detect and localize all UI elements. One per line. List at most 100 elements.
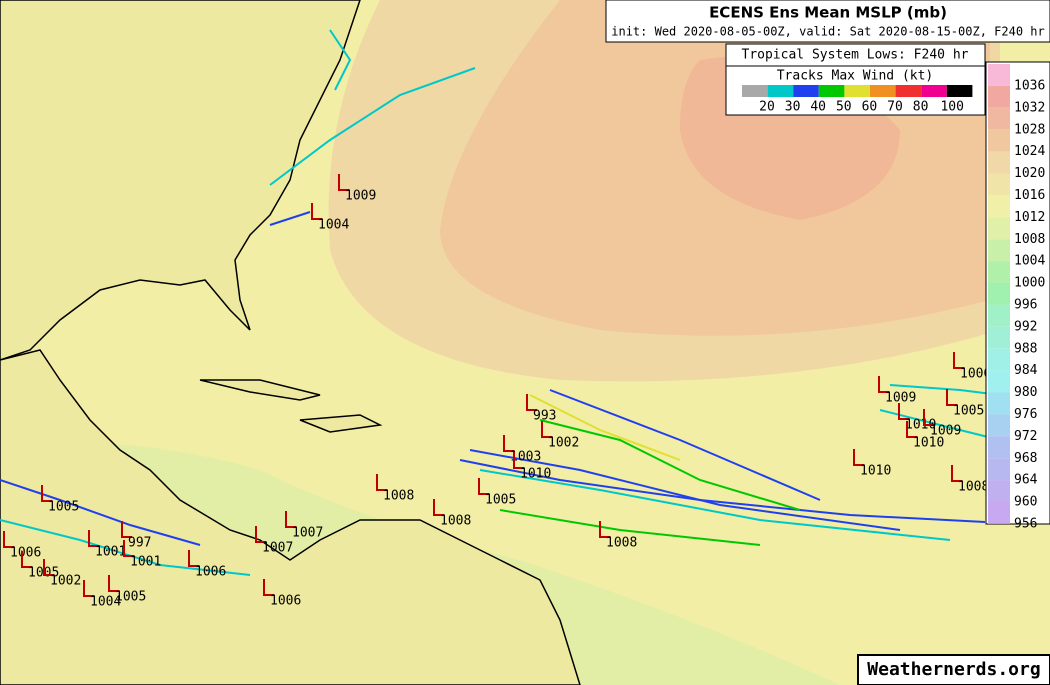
low-marker [83,580,94,597]
low-marker [853,449,864,466]
colorbar-label: 1004 [1014,254,1045,269]
low-marker [513,452,524,469]
low-marker [41,485,52,502]
low-marker [878,376,889,393]
watermark: Weathernerds.org [867,659,1040,680]
colorbar-cell [988,304,1010,327]
colorbar-label: 1016 [1014,188,1045,203]
low-marker [3,531,14,548]
tracks [0,29,1001,576]
colorbar-label: 968 [1014,451,1037,466]
colorbar-cell [988,239,1010,262]
low-label: 993 [533,409,556,424]
low-marker [338,174,349,191]
low-label: 1010 [520,467,551,482]
subtitle: init: Wed 2020-08-05-00Z, valid: Sat 202… [611,25,1044,39]
colorbar-cell [988,370,1010,393]
track [0,479,201,546]
low-marker [906,421,917,438]
colorbar-label: 1036 [1014,79,1045,94]
low-label: 1002 [548,436,579,451]
low-marker [599,521,610,538]
low-label: 1008 [606,536,637,551]
wind-label: 100 [940,100,963,115]
low-label: 1001 [95,545,126,560]
low-label: 1008 [440,514,471,529]
colorbar-label: 972 [1014,429,1037,444]
colorbar-cell [988,195,1010,218]
low-marker [923,409,934,426]
colorbar-label: 1028 [1014,122,1045,137]
low-marker [188,550,199,567]
track [549,389,821,501]
colorbar-cell [988,151,1010,174]
colorbar-label: 1000 [1014,276,1045,291]
north-america [0,0,361,361]
low-label: 1005 [953,404,984,419]
wind-swatch [818,85,845,97]
low-label: 1007 [262,541,293,556]
low-label: 1009 [345,189,376,204]
wind-label: 30 [785,100,801,115]
low-marker [43,559,54,576]
wind-swatch [946,85,973,97]
low-marker [255,526,266,543]
low-label: 1006 [960,367,991,382]
colorbar-label: 1024 [1014,144,1045,159]
low-label: 1008 [383,489,414,504]
track [329,29,352,91]
wind-swatch [921,85,947,97]
low-marker [376,474,387,491]
low-marker [311,203,322,220]
low-marker [88,530,99,547]
colorbar-label: 984 [1014,363,1038,378]
header-box [605,0,1050,43]
central-south-america [0,349,581,685]
low-label: 1005 [48,500,79,515]
hispaniola [299,414,383,433]
colorbar-label: 960 [1014,495,1037,510]
low-marker [285,511,296,528]
wind-label: 40 [810,100,826,115]
low-label: 1006 [195,565,226,580]
colorbar-cell [988,436,1010,459]
track [0,519,251,576]
colorbar-label: 976 [1014,407,1037,422]
low-marker [21,551,32,568]
low-label: 1004 [318,218,349,233]
track [539,419,801,511]
low-marker [478,478,489,495]
track [529,394,681,461]
track [479,469,951,541]
low-marker [433,499,444,516]
colorbar-cell [988,348,1010,371]
low-label: 1005 [485,493,516,508]
colorbar-cell [988,502,1010,524]
low-label: 1005 [115,590,146,605]
colorbar-cell [988,173,1010,196]
low-label: 1008 [958,480,989,495]
wind-label: 50 [836,100,852,115]
legend-box [725,43,986,116]
colorbar-cell [988,458,1010,481]
low-label: 997 [128,536,151,551]
wind-swatch [870,85,896,97]
colorbar-cell [988,85,1010,108]
wind-swatch [895,85,922,97]
low-marker [541,421,552,438]
track [499,509,761,546]
colorbar-label: 980 [1014,385,1037,400]
low-label: 1001 [130,555,161,570]
colorbar-cell [988,480,1010,502]
wind-label: 80 [913,100,929,115]
colorbar-label: 956 [1014,517,1037,532]
wind-swatch [767,85,794,97]
colorbar-cell [988,217,1010,240]
colorbar-cell [988,392,1010,415]
colorbar-label: 1032 [1014,100,1045,115]
wind-scale: 20 30 40 50 60 70 80 100 [742,85,973,115]
low-marker [526,394,537,411]
track [269,67,476,186]
